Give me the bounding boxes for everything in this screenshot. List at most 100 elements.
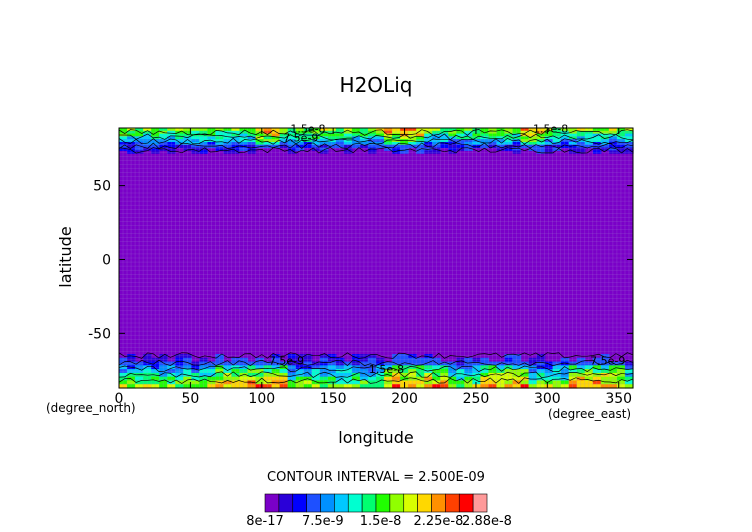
field-cell bbox=[239, 136, 249, 140]
field-cell bbox=[215, 365, 225, 370]
field-cell bbox=[464, 144, 473, 149]
field-cell bbox=[480, 380, 490, 385]
field-cell bbox=[279, 365, 289, 370]
field-cell bbox=[592, 147, 602, 151]
field-cell bbox=[624, 128, 634, 132]
field-cell bbox=[448, 144, 457, 149]
contour-lines bbox=[118, 129, 634, 384]
field-cell bbox=[119, 147, 128, 151]
field-cell bbox=[159, 380, 168, 385]
field-cell bbox=[536, 128, 546, 132]
field-cell bbox=[472, 380, 482, 385]
field-cell bbox=[536, 150, 546, 154]
field-cell bbox=[472, 372, 482, 378]
field-cell bbox=[183, 357, 192, 363]
field-cell bbox=[528, 380, 538, 385]
field-cell bbox=[448, 365, 457, 370]
field-cell bbox=[127, 372, 136, 378]
field-cell bbox=[488, 365, 498, 370]
field-cell bbox=[239, 139, 249, 143]
field-cell bbox=[303, 139, 313, 143]
field-cell bbox=[271, 141, 281, 146]
field-cell bbox=[151, 150, 160, 154]
field-cell bbox=[167, 141, 176, 146]
field-cell bbox=[263, 130, 273, 135]
field-cell bbox=[159, 354, 168, 359]
contour-line bbox=[118, 359, 634, 367]
field-cell bbox=[215, 136, 225, 140]
field-cell bbox=[143, 139, 152, 143]
contour-interval-text: CONTOUR INTERVAL = 2.500E-09 bbox=[267, 470, 485, 485]
field-cell bbox=[351, 144, 361, 149]
field-cell bbox=[616, 384, 626, 389]
field-cell bbox=[592, 130, 602, 135]
field-cell bbox=[560, 372, 570, 378]
field-cell bbox=[191, 136, 200, 140]
field-cell bbox=[552, 380, 562, 385]
field-cell bbox=[504, 147, 514, 151]
field-cell bbox=[239, 133, 249, 137]
field-cell bbox=[544, 128, 554, 132]
field-cell bbox=[536, 380, 546, 385]
field-cell bbox=[440, 369, 449, 374]
field-cell bbox=[488, 141, 498, 146]
field-cell bbox=[600, 365, 610, 370]
field-cell bbox=[199, 147, 208, 151]
field-cell bbox=[384, 141, 393, 146]
field-cell bbox=[472, 384, 482, 389]
field-cell bbox=[327, 380, 337, 385]
field-cell bbox=[432, 357, 441, 363]
field-cell bbox=[544, 384, 554, 389]
field-cell bbox=[311, 384, 321, 389]
field-cell bbox=[151, 144, 160, 149]
field-cell bbox=[568, 130, 578, 135]
field-cell bbox=[624, 380, 634, 385]
field-cell bbox=[159, 139, 168, 143]
field-cell bbox=[263, 376, 273, 382]
field-cell bbox=[127, 136, 136, 140]
field-cell bbox=[400, 354, 409, 359]
field-cell bbox=[175, 357, 184, 363]
field-cell bbox=[624, 147, 634, 151]
field-cell bbox=[159, 147, 168, 151]
field-cell bbox=[520, 130, 530, 135]
field-cell bbox=[432, 384, 441, 389]
field-cell bbox=[279, 128, 289, 132]
field-cell bbox=[384, 376, 393, 382]
field-cell bbox=[440, 128, 449, 132]
field-cell bbox=[351, 128, 361, 132]
field-cell bbox=[448, 380, 457, 385]
field-cell bbox=[143, 376, 152, 382]
field-cell bbox=[504, 128, 514, 132]
field-cell bbox=[343, 369, 353, 374]
field-cell bbox=[616, 365, 626, 370]
field-cell bbox=[376, 380, 385, 385]
field-cell bbox=[392, 133, 401, 137]
field-cell bbox=[295, 372, 305, 378]
field-cell bbox=[504, 139, 514, 143]
field-cell bbox=[432, 369, 441, 374]
field-cell bbox=[303, 130, 313, 135]
field-cell bbox=[600, 147, 610, 151]
field-cell bbox=[456, 144, 465, 149]
field-cell bbox=[319, 354, 329, 359]
field-cell bbox=[255, 369, 265, 374]
field-cell bbox=[616, 147, 626, 151]
field-cell bbox=[343, 130, 353, 135]
field-cell bbox=[311, 369, 321, 374]
field-cell bbox=[488, 130, 498, 135]
field-cell bbox=[376, 130, 385, 135]
field-cell bbox=[544, 144, 554, 149]
field-cell bbox=[167, 150, 176, 154]
field-cell bbox=[279, 376, 289, 382]
field-cell bbox=[127, 361, 136, 366]
field-cell bbox=[167, 130, 176, 135]
colorbar-swatch bbox=[458, 493, 474, 513]
field-cell bbox=[327, 133, 337, 137]
field-cell bbox=[303, 365, 313, 370]
field-cell bbox=[159, 128, 168, 132]
field-cell bbox=[408, 365, 417, 370]
field-cell bbox=[520, 380, 530, 385]
field-cell bbox=[343, 384, 353, 389]
field-cell bbox=[191, 369, 200, 374]
